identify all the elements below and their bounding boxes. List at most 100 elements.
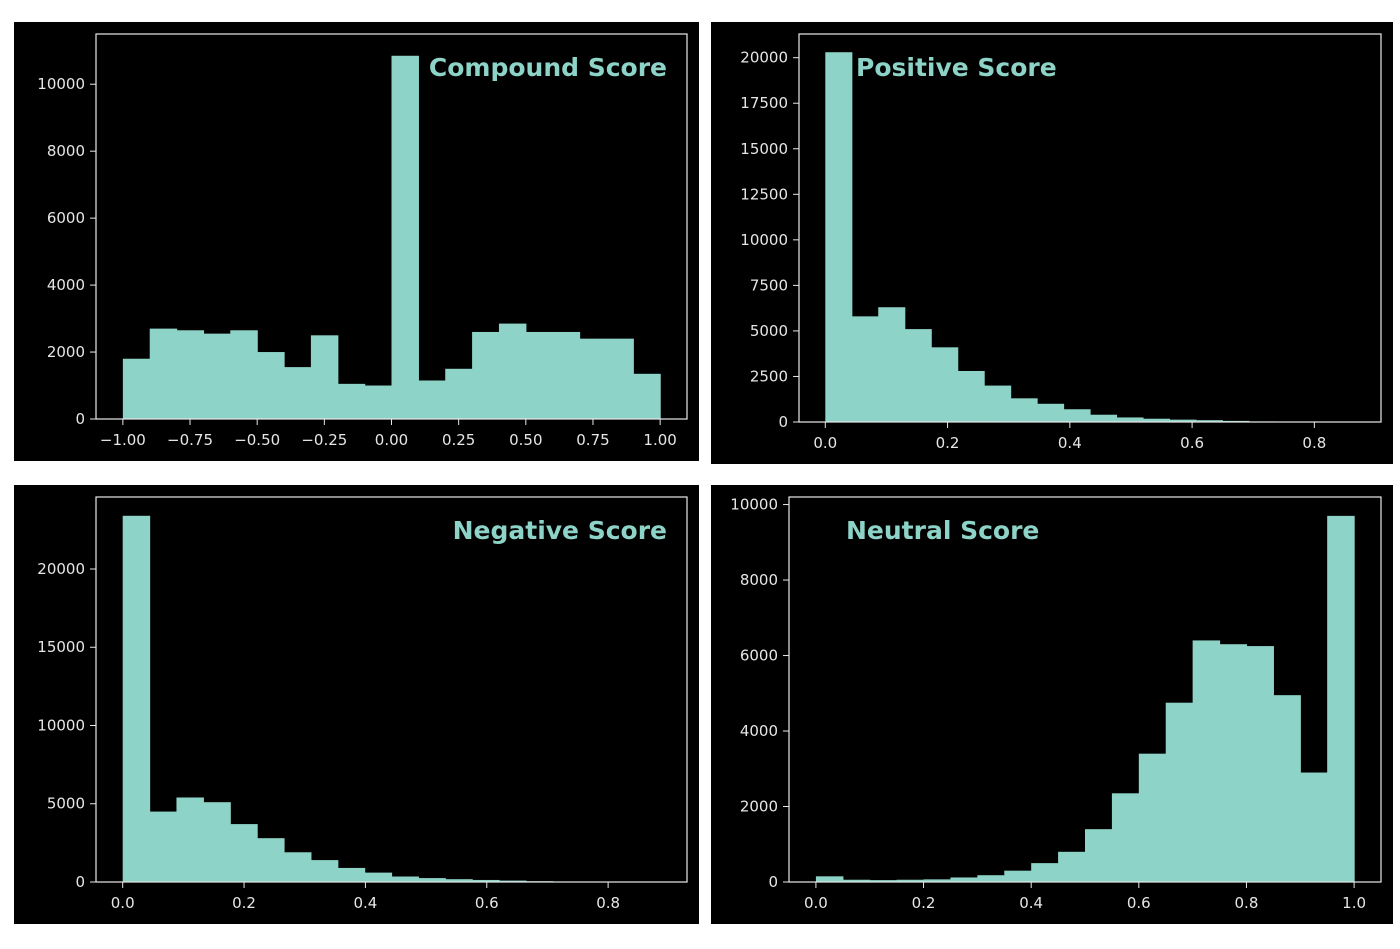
y-tick-label: 10000 xyxy=(37,75,85,93)
y-tick-label: 20000 xyxy=(740,49,788,67)
positive-score-bar xyxy=(1142,418,1171,422)
neutral-score-bar xyxy=(815,876,844,882)
neutral-score-bar xyxy=(923,879,952,882)
compound-score-bar xyxy=(579,338,608,419)
positive-score-axes-frame xyxy=(798,33,1382,423)
negative-score-bar xyxy=(257,838,285,882)
neutral-score-bar xyxy=(1004,870,1032,882)
y-tick-label: 4000 xyxy=(47,276,85,294)
x-tick-label: 0.4 xyxy=(353,894,377,912)
negative-score-bar xyxy=(283,852,312,882)
positive-score-bar xyxy=(1090,414,1118,422)
compound-score-bar xyxy=(337,383,366,419)
y-tick-label: 0 xyxy=(768,873,778,891)
x-tick-label: 0.6 xyxy=(475,894,499,912)
compound-score-bar xyxy=(472,331,500,419)
negative-score-bar xyxy=(122,515,151,882)
x-tick-label: 0.2 xyxy=(936,434,960,452)
x-tick-label: −0.75 xyxy=(167,431,213,449)
y-tick-label: 10000 xyxy=(37,716,85,734)
compound-score-bar xyxy=(498,323,527,419)
neutral-score-histogram: 0.0 0.2 0.4 0.6 0.8 1.0 0 2000 4000 6000 8000 10000… xyxy=(730,496,1382,912)
negative-score-bar xyxy=(310,860,339,882)
compound-score-bar xyxy=(176,330,205,419)
negative-score-bar xyxy=(337,867,366,882)
compound-score-bar xyxy=(391,55,419,420)
neutral-score-bar xyxy=(1085,829,1113,882)
x-tick-label: 0.4 xyxy=(1019,894,1043,912)
x-tick-label: 1.0 xyxy=(1342,894,1366,912)
y-tick-label: 6000 xyxy=(740,647,778,665)
y-tick-label: 0 xyxy=(75,410,85,428)
chart-panel-neutral: 0.0 0.2 0.4 0.6 0.8 1.0 0 2000 4000 6000 8000 10000… xyxy=(711,485,1393,924)
positive-score-histogram: 0.0 0.2 0.4 0.6 0.8 0 2500 5000 7500 10000 12500 15… xyxy=(740,33,1382,452)
compound-score-bar xyxy=(310,335,339,419)
y-tick-label: 20000 xyxy=(37,560,85,578)
chart-panel-compound: −1.00 −0.75 −0.50 −0.25 0.00 0.25 0.50 0.75 1.00… xyxy=(14,22,699,461)
x-tick-label: 0.0 xyxy=(813,434,837,452)
neutral-score-bar xyxy=(1273,695,1301,882)
y-tick-label: 15000 xyxy=(740,140,788,158)
y-tick-label: 0 xyxy=(778,413,788,431)
positive-score-bar xyxy=(1169,419,1197,422)
compound-score-bar xyxy=(445,368,473,419)
compound-score-bar xyxy=(633,373,661,419)
x-tick-label: 0.6 xyxy=(1127,894,1151,912)
positive-score-bar xyxy=(1116,417,1144,422)
chart-panel-negative: 0.0 0.2 0.4 0.6 0.8 0 5000 10000 15000 20000 Negat… xyxy=(14,485,699,924)
y-tick-label: 8000 xyxy=(740,571,778,589)
negative-score-title: Negative Score xyxy=(453,516,667,545)
neutral-score-bar xyxy=(1219,644,1248,882)
compound-score-bar xyxy=(149,328,178,419)
negative-score-histogram: 0.0 0.2 0.4 0.6 0.8 0 5000 10000 15000 20000 Negat… xyxy=(37,496,688,912)
positive-score-bar xyxy=(851,316,879,422)
neutral-score-bar xyxy=(1138,753,1167,882)
neutral-score-bar xyxy=(977,875,1005,882)
negative-score-bar xyxy=(176,797,204,882)
neutral-score-bar xyxy=(1058,851,1086,882)
positive-score-bar xyxy=(878,307,906,422)
neutral-score-bar xyxy=(1031,863,1059,882)
compound-score-bar xyxy=(418,380,446,419)
neutral-score-title: Neutral Score xyxy=(846,516,1039,545)
compound-score-bar xyxy=(122,358,151,419)
negative-score-bar xyxy=(445,879,473,882)
x-tick-label: 0.50 xyxy=(509,431,542,449)
positive-score-bar xyxy=(1063,409,1091,422)
compound-score-title: Compound Score xyxy=(429,53,667,82)
x-tick-label: −0.25 xyxy=(301,431,347,449)
x-tick-label: 1.00 xyxy=(643,431,676,449)
x-tick-label: 0.2 xyxy=(912,894,936,912)
chart-panel-positive: 0.0 0.2 0.4 0.6 0.8 0 2500 5000 7500 10000 12500 15… xyxy=(711,22,1393,464)
y-tick-label: 4000 xyxy=(740,722,778,740)
y-tick-label: 7500 xyxy=(750,276,788,294)
negative-score-bar xyxy=(364,872,393,882)
neutral-score-bar xyxy=(896,879,925,882)
neutral-score-bar xyxy=(842,879,871,882)
neutral-score-bar xyxy=(1111,793,1140,882)
x-tick-label: 0.25 xyxy=(442,431,475,449)
positive-score-bar xyxy=(904,329,932,422)
compound-score-bar xyxy=(525,331,554,419)
neutral-score-axes-frame xyxy=(788,496,1382,883)
y-tick-label: 17500 xyxy=(740,94,788,112)
negative-score-bar xyxy=(230,824,258,882)
neutral-score-bar xyxy=(1300,772,1328,882)
y-tick-label: 2500 xyxy=(750,367,788,385)
neutral-score-bar xyxy=(1165,702,1194,882)
x-tick-label: −0.50 xyxy=(234,431,280,449)
neutral-score-bar xyxy=(1327,515,1355,882)
x-tick-label: 0.2 xyxy=(232,894,256,912)
positive-score-bar xyxy=(931,347,959,422)
positive-score-title: Positive Score xyxy=(856,53,1057,82)
x-tick-label: −1.00 xyxy=(100,431,146,449)
neutral-score-bar xyxy=(1246,646,1274,882)
compound-score-histogram: −1.00 −0.75 −0.50 −0.25 0.00 0.25 0.50 0.75 1.00… xyxy=(37,33,688,449)
neutral-score-bar xyxy=(950,877,978,882)
x-tick-label: 0.0 xyxy=(111,894,135,912)
positive-score-bar xyxy=(825,52,853,422)
compound-score-bar xyxy=(203,333,231,419)
positive-score-bar xyxy=(957,370,985,422)
x-tick-label: 0.4 xyxy=(1058,434,1082,452)
y-tick-label: 10000 xyxy=(740,231,788,249)
